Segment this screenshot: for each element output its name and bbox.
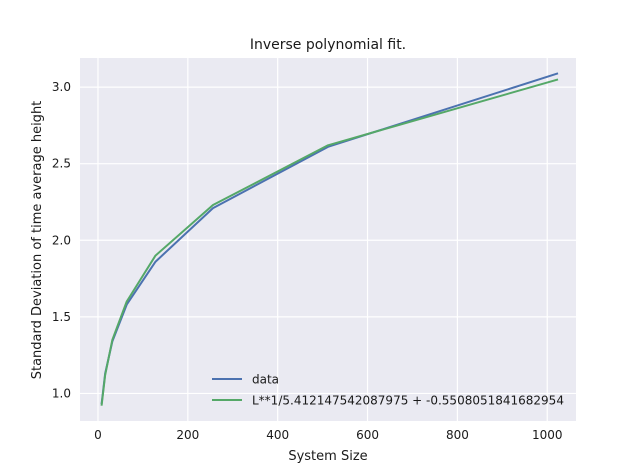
grid-lines [80, 58, 576, 421]
series-lines [100, 72, 559, 406]
y-axis-label: Standard Deviation of time average heigh… [30, 101, 45, 380]
x-tick-label: 0 [94, 428, 102, 442]
x-axis-label: System Size [288, 449, 367, 464]
series-line-2 [100, 78, 559, 406]
chart-title: Inverse polynomial fit. [250, 37, 406, 53]
x-tick-label: 400 [266, 428, 289, 442]
plot-area [80, 58, 576, 421]
legend-label: data [252, 373, 279, 387]
tick-labels: 0 200 400 600 800 1000 1.0 1.5 2.0 2.5 3.0 [52, 80, 563, 442]
legend: data L**1/5.412147542087975 + -0.55080518… [212, 373, 564, 408]
y-tick-label: 2.0 [52, 233, 71, 247]
y-tick-label: 3.0 [52, 80, 71, 94]
x-tick-label: 600 [356, 428, 379, 442]
y-tick-label: 2.5 [52, 157, 71, 171]
y-tick-label: 1.5 [52, 310, 71, 324]
x-tick-label: 800 [446, 428, 469, 442]
legend-label: L**1/5.412147542087975 + -0.550805184168… [252, 394, 564, 408]
x-tick-label: 1000 [532, 428, 563, 442]
x-tick-label: 200 [176, 428, 199, 442]
y-tick-label: 1.0 [52, 386, 71, 400]
